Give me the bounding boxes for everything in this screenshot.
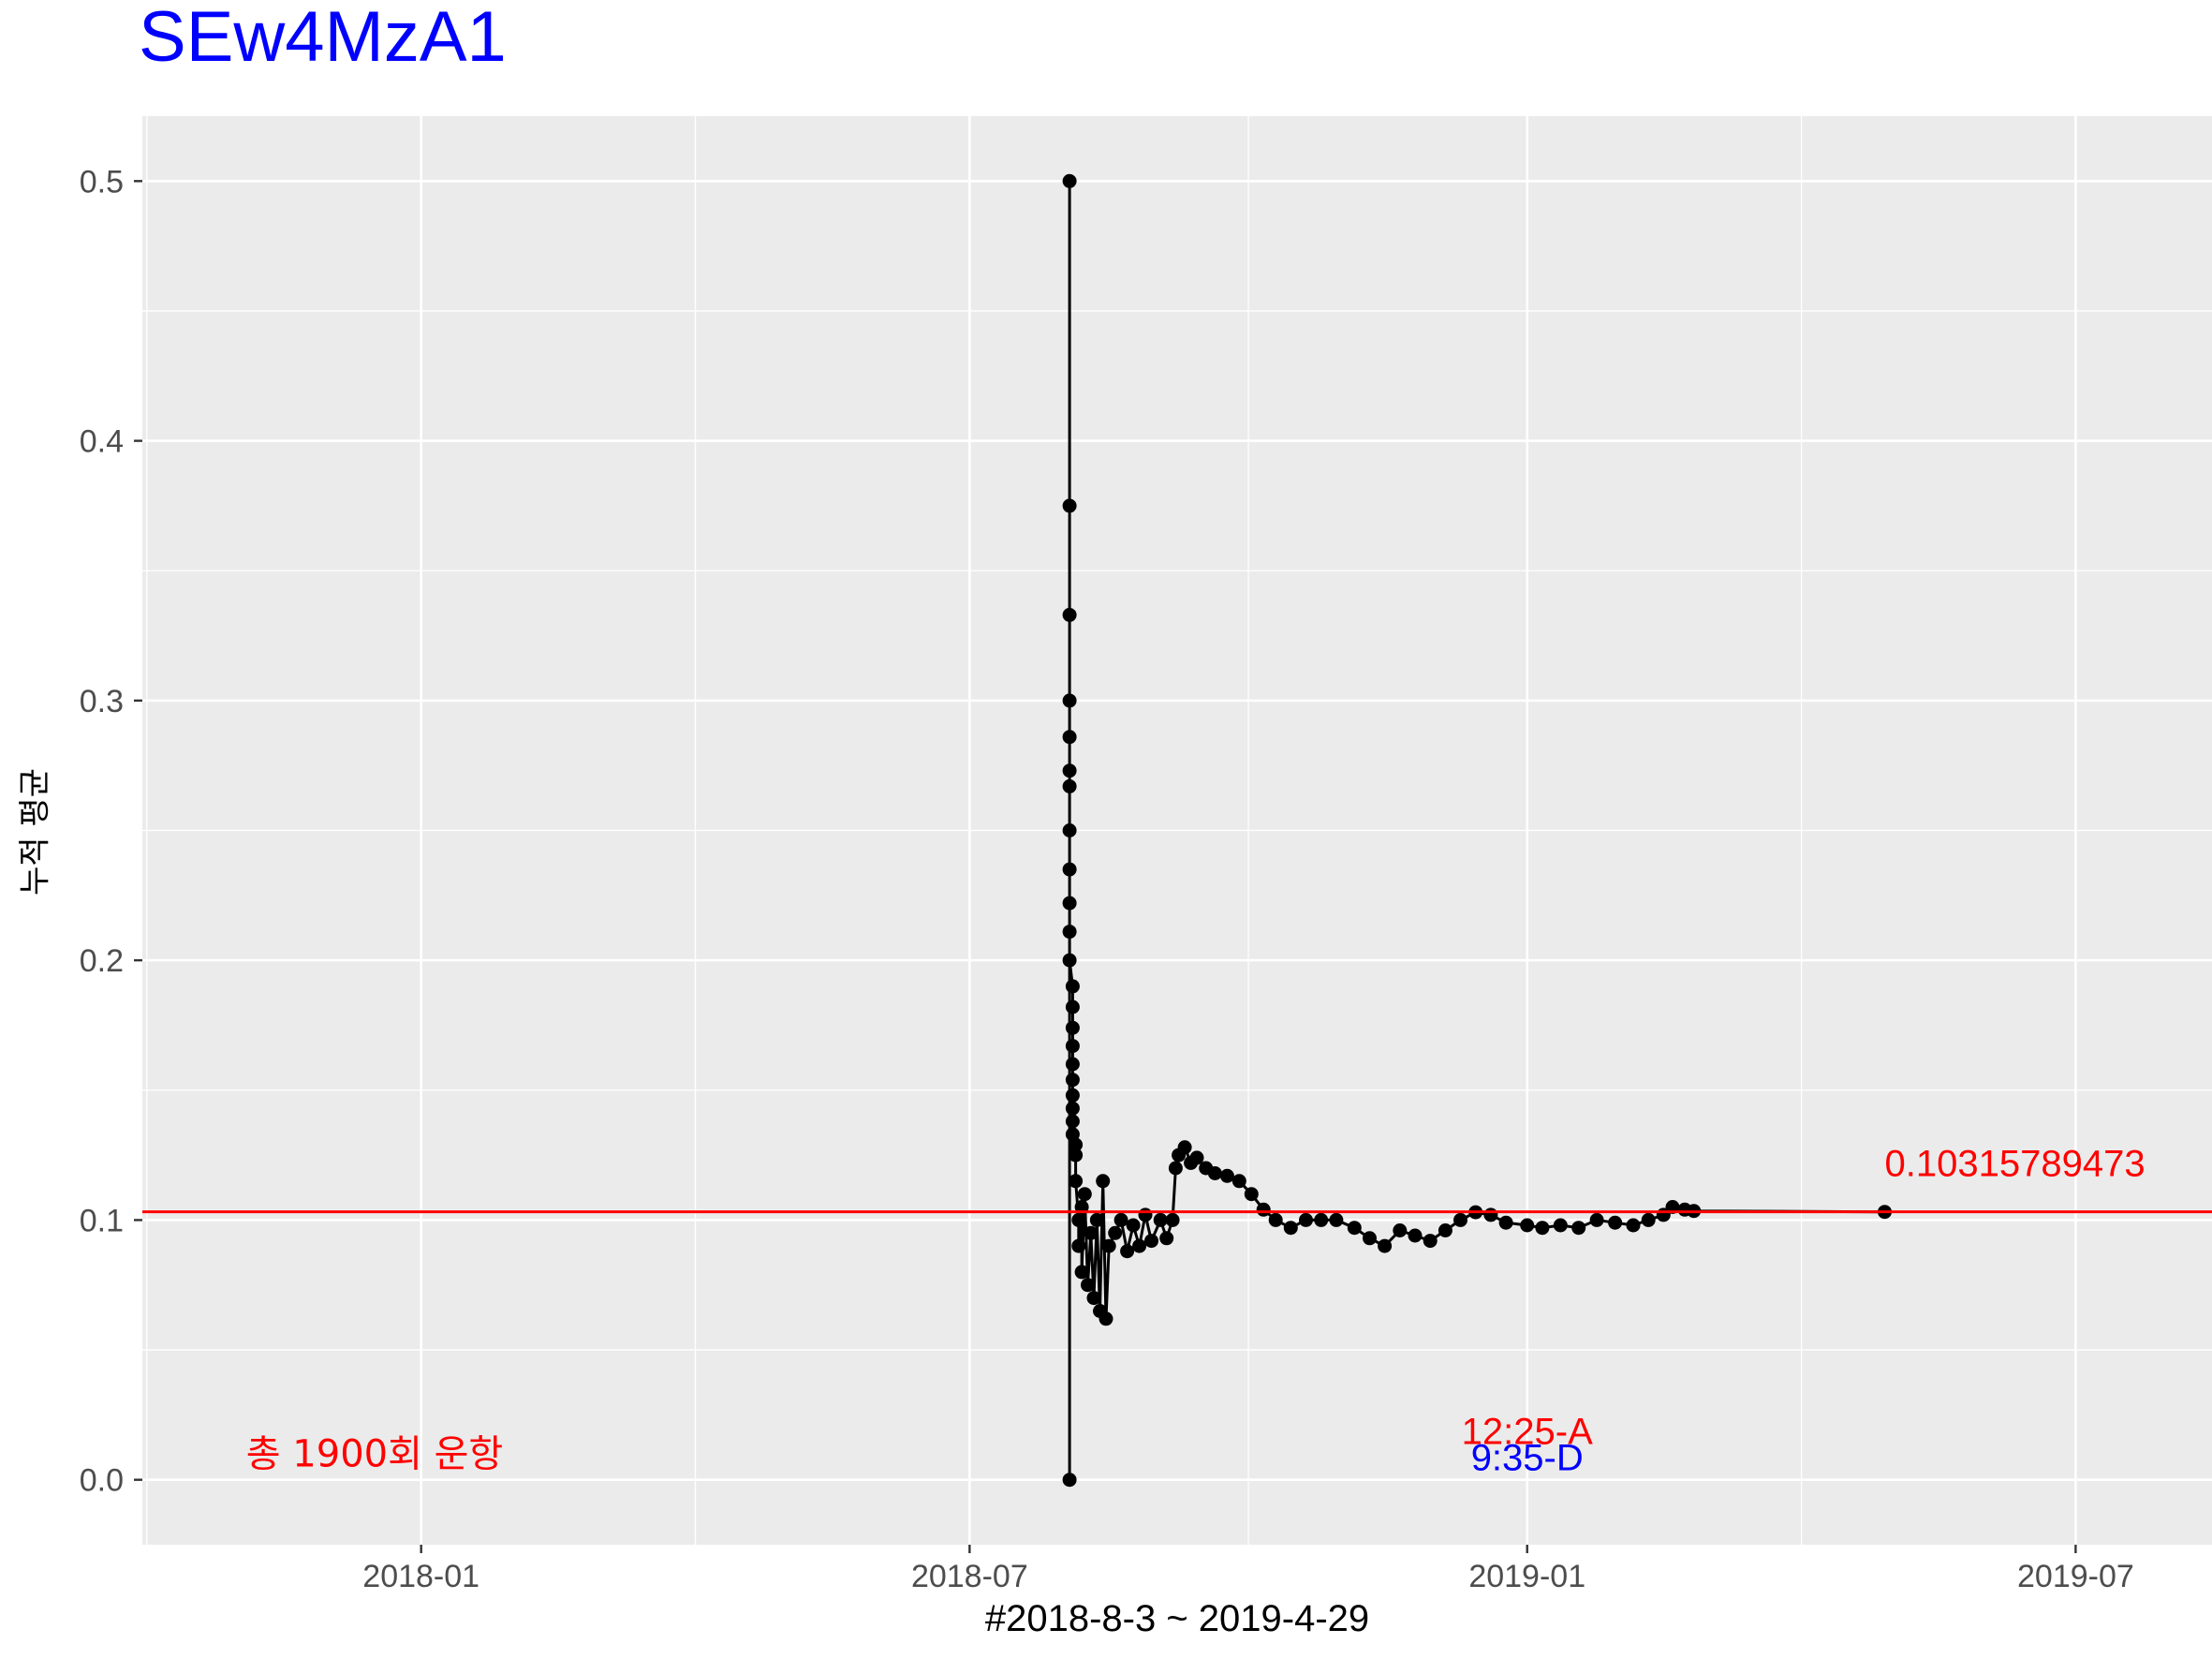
data-point (1101, 1238, 1116, 1253)
mean-value-label: 0.10315789473 (1885, 1144, 2146, 1185)
data-point (1314, 1212, 1329, 1227)
data-point (1089, 1212, 1104, 1227)
chart-title: SEw4MzA1 (139, 0, 507, 77)
data-point (1153, 1212, 1168, 1227)
data-point (1084, 1225, 1099, 1240)
y-tick-label: 0.0 (80, 1463, 124, 1499)
data-point (1608, 1215, 1623, 1230)
data-point (1086, 1291, 1101, 1306)
data-point (1074, 1265, 1089, 1280)
y-tick-label: 0.2 (80, 943, 124, 979)
y-tick-label: 0.5 (80, 164, 124, 200)
data-point (1283, 1221, 1298, 1236)
data-point (1062, 763, 1077, 778)
data-point (1065, 1101, 1080, 1116)
data-point (1138, 1207, 1153, 1222)
data-point (1065, 1114, 1080, 1129)
data-point (1065, 1000, 1080, 1015)
data-point (1062, 823, 1077, 837)
data-point (1589, 1212, 1604, 1227)
data-point (1065, 1057, 1080, 1072)
data-point (1062, 896, 1077, 911)
data-point (1096, 1174, 1111, 1189)
data-point (1363, 1231, 1377, 1246)
data-point (1329, 1212, 1344, 1227)
data-point (1219, 1168, 1234, 1183)
data-point (1483, 1207, 1498, 1222)
data-point (1062, 173, 1077, 188)
data-point (1626, 1218, 1641, 1233)
time-label-departure: 9:35-D (1471, 1438, 1584, 1479)
y-axis-label: 누적 평균 (16, 768, 54, 896)
data-point (1062, 925, 1077, 940)
data-point (1062, 607, 1077, 622)
x-tick-label: 2019-07 (2017, 1559, 2134, 1594)
data-point (1347, 1221, 1362, 1236)
data-point (1393, 1223, 1408, 1237)
data-point (1108, 1225, 1123, 1240)
data-point (1553, 1218, 1568, 1233)
data-point (1126, 1218, 1141, 1233)
x-tick-label: 2019-01 (1468, 1559, 1585, 1594)
data-point (1062, 498, 1077, 513)
data-point (1438, 1223, 1453, 1237)
data-point (1065, 1088, 1080, 1103)
x-tick-label: 2018-07 (911, 1559, 1028, 1594)
data-point (1099, 1311, 1113, 1326)
x-tick-label: 2018-01 (362, 1559, 479, 1594)
data-point (1408, 1228, 1423, 1243)
data-point (1571, 1221, 1586, 1236)
minor-gridlines (142, 116, 2212, 1545)
data-point (1535, 1221, 1550, 1236)
data-point (1071, 1238, 1086, 1253)
data-point (1071, 1212, 1086, 1227)
data-point (1065, 1073, 1080, 1088)
data-point (1065, 979, 1080, 994)
data-point (1062, 862, 1077, 877)
data-point (1159, 1231, 1174, 1246)
data-point (1520, 1218, 1535, 1233)
data-point (1069, 1148, 1084, 1163)
data-point (1641, 1212, 1656, 1227)
data-point (1069, 1174, 1084, 1189)
data-point (1177, 1140, 1192, 1155)
data-point (1065, 1020, 1080, 1035)
data-point (1113, 1212, 1128, 1227)
annotation-layer: 총 1900회 운항 12:25-A9:35-D (246, 1412, 1593, 1479)
y-tick-label: 0.3 (80, 684, 124, 719)
axis-layer: 0.0 0.1 0.2 0.3 0.4 0.5 2018-01 2018-07 2019-01 2… (80, 164, 2134, 1594)
data-point (1077, 1187, 1092, 1202)
data-point (1268, 1212, 1283, 1227)
data-point (1231, 1174, 1246, 1189)
data-point (1120, 1244, 1135, 1259)
data-point (1378, 1238, 1393, 1253)
data-point (1168, 1161, 1183, 1176)
y-tick-label: 0.1 (80, 1203, 124, 1238)
data-point (1132, 1238, 1147, 1253)
data-point (1144, 1234, 1158, 1249)
data-point (1256, 1202, 1271, 1217)
data-point (1165, 1212, 1180, 1227)
mean-line-layer: 0.10315789473 (142, 1144, 2212, 1214)
y-tick-label: 0.4 (80, 424, 124, 460)
data-point (1081, 1278, 1095, 1293)
data-point (1062, 730, 1077, 745)
data-point (1189, 1150, 1204, 1165)
data-point (1423, 1234, 1438, 1249)
data-point (1498, 1215, 1513, 1230)
data-point (1244, 1187, 1259, 1202)
data-point (1299, 1212, 1313, 1227)
time-label-arrival: 12:25-A (1462, 1412, 1593, 1453)
data-point (1062, 1473, 1077, 1488)
total-flights-label: 총 1900회 운항 (246, 1433, 503, 1476)
data-point (1062, 693, 1077, 708)
data-point (1207, 1166, 1222, 1180)
data-point (1453, 1212, 1467, 1227)
x-axis-label: #2018-8-3 ~ 2019-4-29 (984, 1598, 1370, 1639)
data-point (1069, 1137, 1084, 1152)
data-point (1062, 778, 1077, 793)
data-point (1062, 953, 1077, 968)
data-point (1065, 1039, 1080, 1054)
